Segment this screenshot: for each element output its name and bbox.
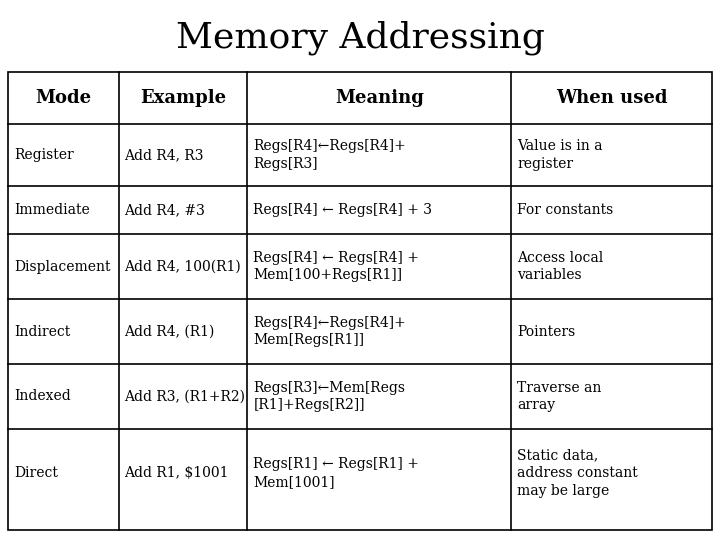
Text: Regs[R1] ← Regs[R1] +
Mem[1001]: Regs[R1] ← Regs[R1] + Mem[1001] — [253, 457, 419, 489]
Text: Regs[R3]←Mem[Regs
[R1]+Regs[R2]]: Regs[R3]←Mem[Regs [R1]+Regs[R2]] — [253, 381, 405, 413]
Text: Example: Example — [140, 89, 226, 107]
Text: Add R4, R3: Add R4, R3 — [125, 148, 204, 162]
Text: Static data,
address constant
may be large: Static data, address constant may be lar… — [518, 448, 638, 498]
Text: Access local
variables: Access local variables — [518, 251, 603, 282]
Text: Immediate: Immediate — [14, 203, 90, 217]
Text: Value is in a
register: Value is in a register — [518, 139, 603, 171]
Text: Direct: Direct — [14, 466, 58, 480]
Text: Add R4, (R1): Add R4, (R1) — [125, 325, 215, 339]
Text: Pointers: Pointers — [518, 325, 575, 339]
Text: Regs[R4] ← Regs[R4] + 3: Regs[R4] ← Regs[R4] + 3 — [253, 203, 432, 217]
Text: Add R3, (R1+R2): Add R3, (R1+R2) — [125, 389, 246, 403]
Text: Regs[R4]←Regs[R4]+
Mem[Regs[R1]]: Regs[R4]←Regs[R4]+ Mem[Regs[R1]] — [253, 315, 406, 347]
Text: Regs[R4]←Regs[R4]+
Regs[R3]: Regs[R4]←Regs[R4]+ Regs[R3] — [253, 139, 406, 171]
Text: Displacement: Displacement — [14, 260, 110, 273]
Text: Indexed: Indexed — [14, 389, 71, 403]
Bar — [8, 72, 712, 530]
Text: Meaning: Meaning — [335, 89, 424, 107]
Text: Add R4, #3: Add R4, #3 — [125, 203, 205, 217]
Text: Add R1, $1001: Add R1, $1001 — [125, 466, 229, 480]
Text: Regs[R4] ← Regs[R4] +
Mem[100+Regs[R1]]: Regs[R4] ← Regs[R4] + Mem[100+Regs[R1]] — [253, 251, 419, 282]
Text: Add R4, 100(R1): Add R4, 100(R1) — [125, 260, 241, 273]
Text: Memory Addressing: Memory Addressing — [176, 21, 544, 55]
Text: Indirect: Indirect — [14, 325, 71, 339]
Text: Traverse an
array: Traverse an array — [518, 381, 602, 413]
Text: Mode: Mode — [35, 89, 91, 107]
Text: Register: Register — [14, 148, 73, 162]
Text: For constants: For constants — [518, 203, 613, 217]
Text: When used: When used — [556, 89, 667, 107]
